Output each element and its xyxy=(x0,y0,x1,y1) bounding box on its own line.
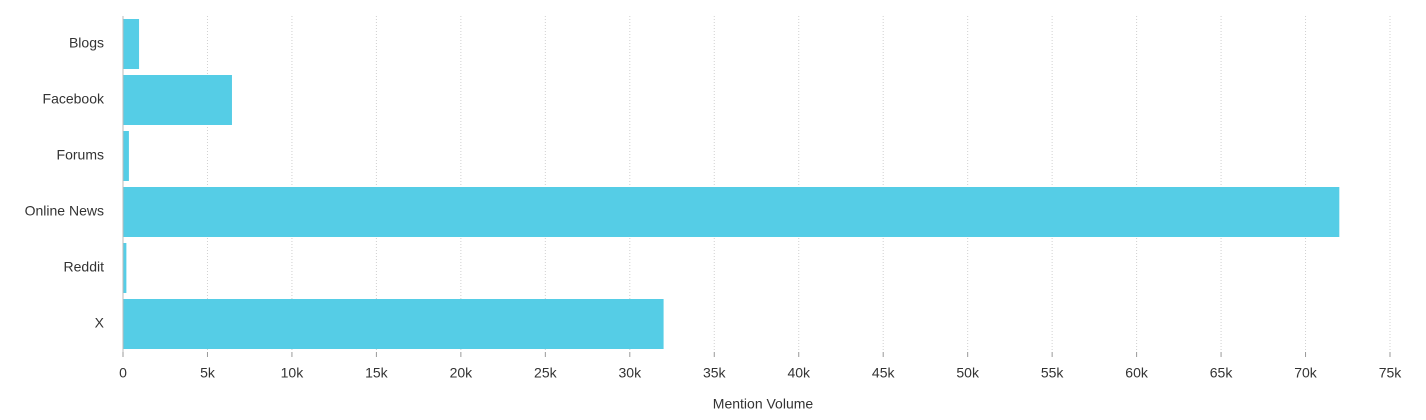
x-tick-label: 75k xyxy=(1379,365,1403,381)
x-tick-label: 35k xyxy=(703,365,727,381)
bar xyxy=(123,243,127,293)
y-tick-label: Online News xyxy=(25,203,104,219)
y-tick-label: Blogs xyxy=(69,35,104,51)
x-tick-label: 65k xyxy=(1210,365,1234,381)
x-tick-label: 50k xyxy=(956,365,980,381)
x-tick-label: 20k xyxy=(450,365,474,381)
bar xyxy=(123,299,664,349)
bar xyxy=(123,131,129,181)
y-tick-label: Facebook xyxy=(43,91,105,107)
bar xyxy=(123,187,1340,237)
x-tick-label: 5k xyxy=(200,365,216,381)
x-tick-label: 60k xyxy=(1125,365,1149,381)
y-tick-label: X xyxy=(95,315,105,331)
x-tick-label: 55k xyxy=(1041,365,1065,381)
y-tick-label: Reddit xyxy=(64,259,105,275)
x-tick-label: 30k xyxy=(619,365,643,381)
x-axis-title: Mention Volume xyxy=(713,396,814,412)
bar xyxy=(123,19,140,69)
x-tick-label: 0 xyxy=(119,365,127,381)
x-tick-label: 25k xyxy=(534,365,558,381)
x-tick-label: 15k xyxy=(365,365,389,381)
x-tick-label: 40k xyxy=(787,365,811,381)
x-tick-label: 10k xyxy=(281,365,305,381)
y-tick-label: Forums xyxy=(57,147,104,163)
x-tick-label: 70k xyxy=(1294,365,1318,381)
bar xyxy=(123,75,232,125)
x-tick-label: 45k xyxy=(872,365,896,381)
